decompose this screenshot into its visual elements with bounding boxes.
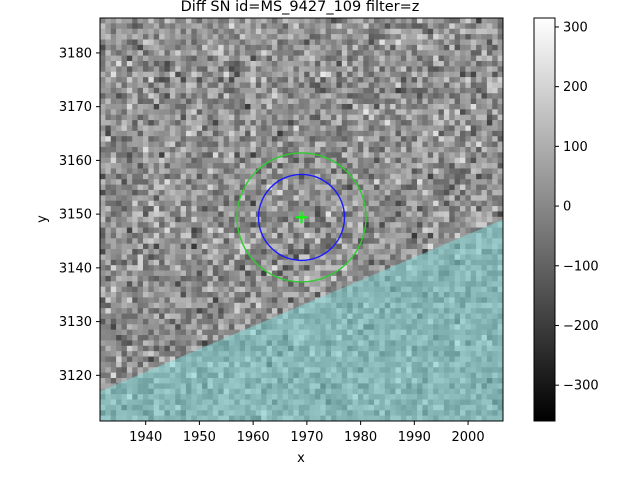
- x-axis: 1940 1950 1960 1970 1980 1990 2000: [129, 421, 485, 445]
- colorbar-gradient: [534, 18, 555, 421]
- colorbar-tick-label: −200: [563, 319, 599, 334]
- outer-aperture-circle: [236, 152, 367, 283]
- x-tick-label: 1950: [183, 430, 216, 445]
- colorbar-frame: [533, 17, 556, 422]
- y-axis: 3120 3130 3140 3150 3160 3170 3180: [59, 46, 100, 384]
- colorbar-tick-label: 100: [563, 140, 588, 155]
- x-tick-label: 1960: [237, 430, 270, 445]
- inner-aperture-circle: [257, 173, 346, 262]
- y-tick-label: 3160: [59, 154, 92, 169]
- mask-overlay: [100, 219, 503, 421]
- aperture-overlays: [236, 152, 367, 283]
- x-tick-label: 1990: [398, 430, 431, 445]
- y-tick-label: 3130: [59, 315, 92, 330]
- y-tick-label: 3150: [59, 208, 92, 223]
- x-tick-label: 1970: [290, 430, 323, 445]
- colorbar-axis: 300 200 100 0 −100 −200 −300: [555, 20, 599, 394]
- source-position-marker: [295, 211, 308, 224]
- colorbar-tick-label: 200: [563, 80, 588, 95]
- colorbar-tick-label: 300: [563, 20, 588, 35]
- x-tick-label: 1940: [129, 430, 162, 445]
- y-tick-label: 3120: [59, 369, 92, 384]
- colorbar-tick-label: −300: [563, 379, 599, 394]
- y-tick-label: 3170: [59, 100, 92, 115]
- y-tick-label: 3180: [59, 46, 92, 61]
- y-axis-label: y: [35, 215, 50, 223]
- masked-region: [100, 219, 503, 421]
- x-axis-label: x: [297, 451, 305, 466]
- x-tick-label: 2000: [452, 430, 485, 445]
- plot-frame: [99, 17, 504, 422]
- chart-title: Diff SN id=MS_9427_109 filter=z: [181, 0, 420, 15]
- colorbar-tick-label: −100: [563, 259, 599, 274]
- x-tick-label: 1980: [344, 430, 377, 445]
- colorbar-tick-label: 0: [563, 200, 571, 215]
- y-tick-label: 3140: [59, 261, 92, 276]
